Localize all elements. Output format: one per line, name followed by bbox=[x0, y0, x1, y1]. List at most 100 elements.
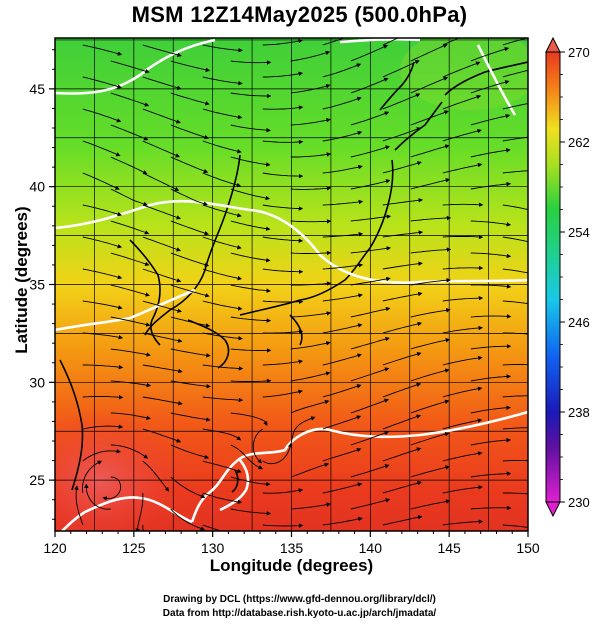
streamline bbox=[142, 108, 181, 124]
streamline bbox=[110, 444, 149, 459]
streamline bbox=[142, 76, 182, 90]
streamline bbox=[322, 353, 362, 366]
streamline bbox=[382, 261, 423, 270]
streamline bbox=[470, 405, 511, 414]
streamline bbox=[82, 460, 103, 494]
page-title: MSM 12Z14May2025 (500.0hPa) bbox=[131, 2, 468, 27]
streamline bbox=[350, 44, 389, 62]
streamline bbox=[230, 412, 268, 426]
streamline bbox=[442, 202, 484, 207]
colorbar-ticks: 230 238 246 254 262 270 bbox=[560, 45, 590, 510]
streamline bbox=[262, 236, 304, 243]
streamline bbox=[170, 476, 206, 499]
streamline bbox=[82, 204, 123, 217]
streamline bbox=[410, 368, 450, 382]
streamline bbox=[262, 139, 304, 145]
x-tick-label: 135 bbox=[280, 540, 304, 556]
streamline bbox=[230, 156, 271, 167]
streamline bbox=[382, 198, 424, 206]
streamline bbox=[202, 428, 242, 441]
streamline bbox=[202, 108, 243, 120]
streamline bbox=[230, 220, 271, 231]
coastline bbox=[59, 61, 528, 493]
streamline bbox=[382, 38, 399, 46]
streamline bbox=[322, 516, 363, 526]
streamline bbox=[135, 492, 144, 531]
streamline bbox=[382, 447, 422, 462]
streamline bbox=[142, 268, 182, 283]
streamline bbox=[410, 465, 450, 478]
streamline bbox=[442, 451, 483, 462]
streamline bbox=[110, 412, 151, 420]
streamline bbox=[262, 71, 304, 78]
streamline bbox=[290, 371, 331, 382]
streamline bbox=[202, 460, 242, 473]
warm-region bbox=[55, 410, 190, 531]
streamline bbox=[382, 515, 423, 526]
streamline bbox=[502, 204, 528, 210]
streamline bbox=[290, 281, 332, 286]
streamline bbox=[290, 462, 330, 478]
streamline bbox=[290, 416, 316, 446]
streamline bbox=[262, 329, 304, 334]
streamline bbox=[322, 96, 362, 110]
streamline bbox=[82, 76, 122, 89]
streamline bbox=[110, 316, 151, 327]
streamline bbox=[262, 442, 293, 465]
streamline bbox=[262, 204, 304, 211]
streamline bbox=[470, 148, 511, 158]
streamline bbox=[410, 178, 451, 190]
streamline bbox=[230, 60, 272, 65]
y-axis-ticks: 25 30 35 40 45 bbox=[29, 49, 55, 520]
streamline bbox=[350, 398, 390, 414]
wind-streamlines bbox=[74, 38, 528, 531]
streamline bbox=[470, 437, 512, 446]
streamline bbox=[322, 231, 364, 238]
streamline bbox=[410, 247, 452, 254]
streamline bbox=[502, 300, 528, 305]
streamline bbox=[350, 367, 390, 382]
streamline bbox=[350, 336, 390, 350]
streamline bbox=[502, 492, 528, 495]
streamline bbox=[322, 63, 362, 78]
streamline bbox=[322, 130, 363, 142]
streamline bbox=[202, 204, 242, 218]
streamline bbox=[322, 199, 364, 206]
streamline bbox=[290, 83, 331, 94]
streamline bbox=[470, 181, 512, 190]
streamline bbox=[170, 60, 211, 72]
streamline bbox=[442, 386, 483, 398]
streamline bbox=[502, 38, 528, 46]
streamline bbox=[442, 355, 483, 366]
streamline bbox=[262, 488, 304, 494]
streamline bbox=[502, 69, 528, 78]
x-tick-label: 125 bbox=[122, 540, 146, 556]
colorbar-bottom-triangle bbox=[545, 501, 561, 518]
y-tick-label: 45 bbox=[29, 81, 45, 97]
streamline bbox=[142, 236, 182, 252]
streamline bbox=[382, 291, 423, 302]
colorbar-tick-label: 254 bbox=[568, 225, 590, 240]
x-tick-label: 140 bbox=[359, 540, 383, 556]
streamline bbox=[350, 498, 391, 510]
streamline bbox=[82, 395, 124, 400]
streamline bbox=[110, 380, 152, 388]
streamline bbox=[230, 508, 272, 516]
x-axis-label: Longitude (degrees) bbox=[209, 556, 374, 575]
streamline bbox=[410, 338, 451, 350]
streamline bbox=[350, 276, 391, 286]
streamline bbox=[442, 325, 484, 334]
streamline bbox=[110, 92, 150, 107]
streamline bbox=[442, 265, 484, 271]
streamline bbox=[290, 502, 332, 510]
streamline bbox=[262, 523, 304, 528]
streamline bbox=[202, 332, 243, 341]
streamline bbox=[350, 464, 390, 478]
streamline bbox=[442, 128, 482, 142]
streamline bbox=[202, 140, 242, 154]
streamline bbox=[170, 412, 211, 422]
streamline bbox=[382, 351, 422, 366]
streamline bbox=[290, 152, 332, 158]
streamline bbox=[290, 399, 330, 414]
